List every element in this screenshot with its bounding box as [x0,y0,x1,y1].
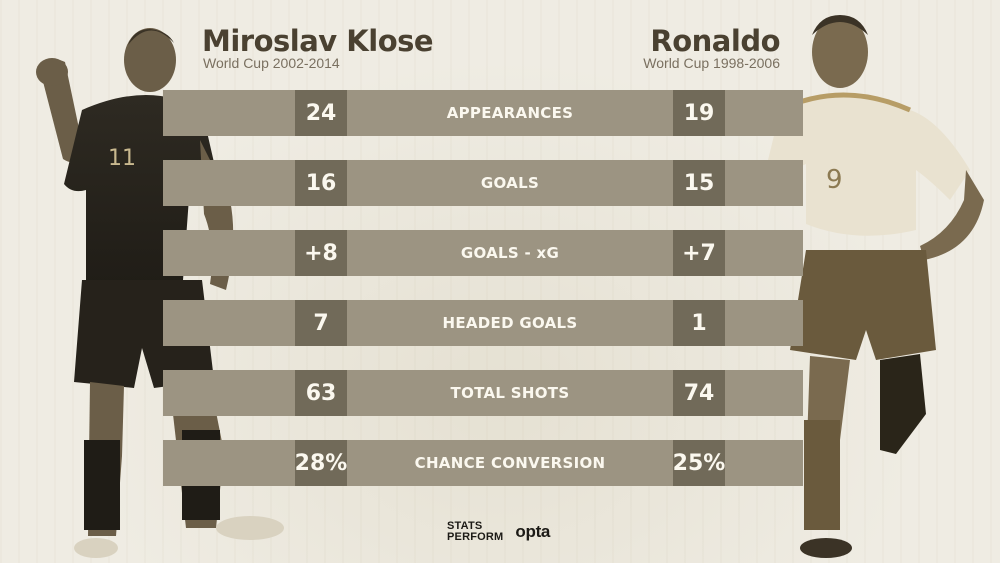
stat-label: APPEARANCES [446,104,574,122]
stat-label: GOALS [480,174,540,192]
right-value: 1 [673,300,725,346]
left-value: 16 [295,160,347,206]
left-value: 7 [295,300,347,346]
stat-row: 28% CHANCE CONVERSION 25% [163,440,803,486]
right-player-subtitle: World Cup 1998-2006 [643,55,780,71]
left-value: +8 [295,230,347,276]
stats-perform-logo: STATS PERFORM [447,521,503,543]
stats-logo-line1: STATS [447,520,483,532]
left-player-name: Miroslav Klose [202,24,434,58]
stat-row: 63 TOTAL SHOTS 74 [163,370,803,416]
stats-logo-line2: PERFORM [447,531,504,543]
stat-row: 24 APPEARANCES 19 [163,90,803,136]
left-value: 24 [295,90,347,136]
stat-label: GOALS - xG [460,244,560,262]
right-value: 74 [673,370,725,416]
stat-row: +8 GOALS - xG +7 [163,230,803,276]
left-shirt-number: 11 [108,146,136,171]
left-value: 28% [295,440,347,486]
right-player-name: Ronaldo [650,24,780,58]
stat-row: 7 HEADED GOALS 1 [163,300,803,346]
stat-row: 16 GOALS 15 [163,160,803,206]
right-player-photo: 9 [738,15,984,558]
stat-label: CHANCE CONVERSION [414,454,606,472]
stat-label: HEADED GOALS [442,314,578,332]
left-value: 63 [295,370,347,416]
right-shirt-number: 9 [826,165,843,195]
stat-label: TOTAL SHOTS [450,384,570,402]
left-player-subtitle: World Cup 2002-2014 [203,55,340,71]
right-value: 15 [673,160,725,206]
right-value: +7 [673,230,725,276]
right-value: 19 [673,90,725,136]
footer-logos: STATS PERFORM opta [447,521,550,543]
right-value: 25% [673,440,725,486]
opta-logo: opta [515,522,551,541]
